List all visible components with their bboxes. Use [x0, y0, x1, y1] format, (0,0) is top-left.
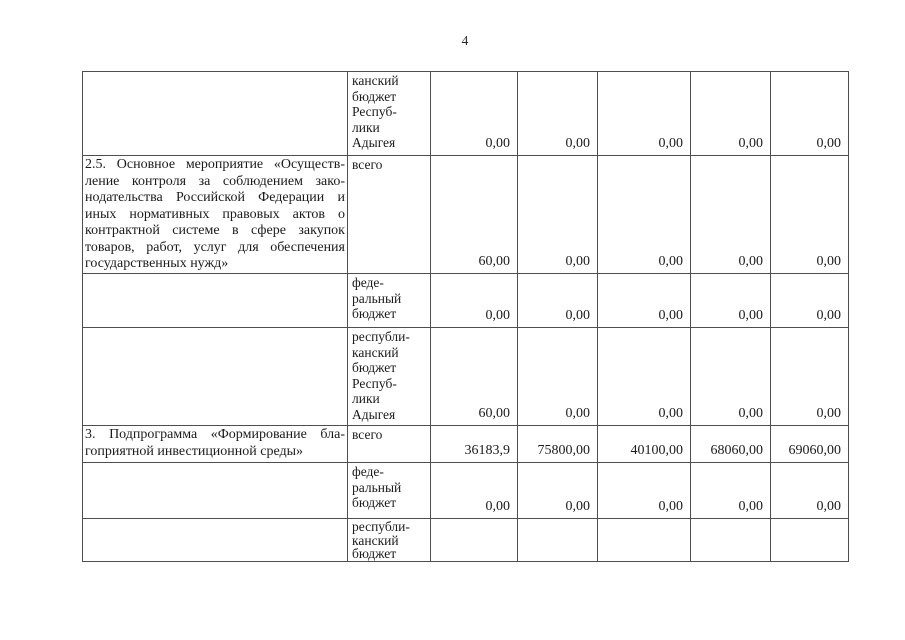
value-cell: 68060,00	[690, 425, 771, 463]
value-cell: 40100,00	[597, 425, 691, 463]
budget-type-cell: всего	[347, 155, 431, 274]
budget-type-cell: феде-ральный бюджет	[347, 273, 431, 328]
table-row: 3. Подпрограмма «Формирование бла-гоприя…	[82, 425, 849, 463]
table-row: канский бюджет Респуб-лики Адыгея 0,00 0,00…	[82, 71, 849, 156]
expenditures-table-body: канский бюджет Респуб-лики Адыгея 0,00 0,00…	[82, 71, 849, 562]
value-cell: 0,00	[517, 462, 598, 519]
value-cell: 69060,00	[770, 425, 849, 463]
table-row: феде-ральный бюджет 0,00 0,00 0,00 0,00 0…	[82, 273, 849, 328]
value-cell: 0,00	[690, 273, 771, 328]
value-cell	[517, 518, 598, 562]
value-cell: 0,00	[690, 327, 771, 426]
activity-cell	[82, 71, 348, 156]
value-cell: 0,00	[430, 71, 518, 156]
budget-type-cell: республи-канский бюджет	[347, 518, 431, 562]
value-cell: 60,00	[430, 155, 518, 274]
value-cell: 60,00	[430, 327, 518, 426]
value-cell: 0,00	[597, 462, 691, 519]
table-row: республи-канский бюджет Респуб-лики Адыгея …	[82, 327, 849, 426]
value-cell: 0,00	[517, 273, 598, 328]
value-cell	[690, 518, 771, 562]
expenditures-table: канский бюджет Респуб-лики Адыгея 0,00 0,00…	[82, 71, 849, 562]
value-cell: 0,00	[770, 155, 849, 274]
budget-type-cell: республи-канский бюджет Респуб-лики Адыгея	[347, 327, 431, 426]
table-row: республи-канский бюджет	[82, 518, 849, 562]
value-cell: 0,00	[770, 71, 849, 156]
activity-cell	[82, 462, 348, 519]
value-cell: 0,00	[517, 71, 598, 156]
activity-cell: 3. Подпрограмма «Формирование бла-гоприя…	[82, 425, 348, 463]
value-cell: 0,00	[770, 273, 849, 328]
value-cell: 0,00	[517, 327, 598, 426]
table-row: феде-ральный бюджет 0,00 0,00 0,00 0,00 0…	[82, 462, 849, 519]
value-cell: 0,00	[597, 71, 691, 156]
table-row: 2.5. Основное мероприятие «Осуществ-лени…	[82, 155, 849, 274]
value-cell: 36183,9	[430, 425, 518, 463]
activity-cell	[82, 518, 348, 562]
activity-cell	[82, 327, 348, 426]
budget-type-cell: канский бюджет Респуб-лики Адыгея	[347, 71, 431, 156]
value-cell: 75800,00	[517, 425, 598, 463]
value-cell	[770, 518, 849, 562]
value-cell	[597, 518, 691, 562]
value-cell: 0,00	[430, 462, 518, 519]
value-cell: 0,00	[770, 462, 849, 519]
value-cell	[430, 518, 518, 562]
activity-cell: 2.5. Основное мероприятие «Осуществ-лени…	[82, 155, 348, 274]
value-cell: 0,00	[597, 327, 691, 426]
value-cell: 0,00	[690, 155, 771, 274]
page-number: 4	[461, 33, 469, 48]
budget-type-cell: всего	[347, 425, 431, 463]
value-cell: 0,00	[770, 327, 849, 426]
value-cell: 0,00	[597, 273, 691, 328]
value-cell: 0,00	[690, 462, 771, 519]
budget-type-cell: феде-ральный бюджет	[347, 462, 431, 519]
value-cell: 0,00	[430, 273, 518, 328]
value-cell: 0,00	[690, 71, 771, 156]
value-cell: 0,00	[597, 155, 691, 274]
activity-cell	[82, 273, 348, 328]
value-cell: 0,00	[517, 155, 598, 274]
